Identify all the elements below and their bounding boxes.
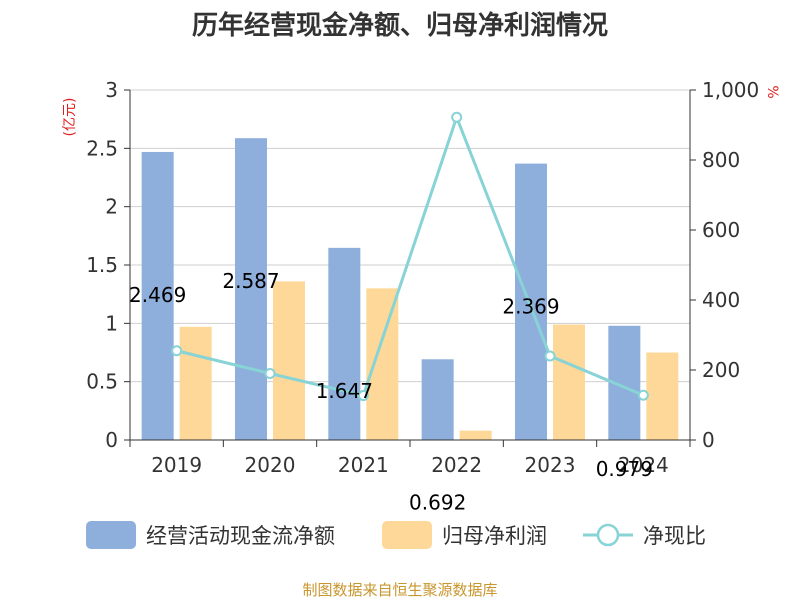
x-tick-label: 2024 <box>618 453 669 477</box>
right-axis-unit: % <box>764 85 780 98</box>
right-tick-label: 600 <box>702 218 740 242</box>
x-tick-label: 2019 <box>151 453 202 477</box>
bar-cashflow <box>421 359 454 440</box>
data-label: 1.647 <box>316 379 373 403</box>
data-label: 2.469 <box>129 283 186 307</box>
bar-net-profit <box>179 326 212 440</box>
left-tick-label: 1.5 <box>86 253 118 277</box>
right-tick-label: 200 <box>702 358 740 382</box>
source-note: 制图数据来自恒生聚源数据库 <box>302 581 497 599</box>
x-tick-label: 2023 <box>525 453 576 477</box>
bar-net-profit <box>273 281 305 440</box>
gridlines <box>130 89 690 441</box>
left-tick-label: 0.5 <box>86 370 118 394</box>
data-label: 0.692 <box>409 490 466 514</box>
left-tick-label: 0 <box>105 428 118 452</box>
line-point <box>544 350 556 362</box>
right-tick-label: 400 <box>702 288 740 312</box>
bar-cashflow <box>328 247 361 440</box>
legend-label-cashflow: 经营活动现金流净额 <box>146 524 335 548</box>
bar-cashflow <box>515 163 547 440</box>
bar-net-profit <box>459 430 492 440</box>
line-point <box>357 390 369 402</box>
x-tick-label: 2021 <box>338 453 389 477</box>
bar-net-profit <box>646 352 679 440</box>
bar-net-profit <box>553 324 585 440</box>
left-tick-label: 3 <box>105 78 118 102</box>
right-tick-label: 0 <box>702 428 715 452</box>
line-point <box>637 389 649 401</box>
legend-label-net-profit: 归母净利润 <box>442 524 547 548</box>
legend-label-ratio: 净现比 <box>643 524 706 548</box>
left-tick-label: 2 <box>105 195 118 219</box>
line-point <box>171 345 183 357</box>
x-tick-label: 2020 <box>245 453 296 477</box>
data-label: 2.587 <box>222 269 279 293</box>
legend: 经营活动现金流净额 归母净利润 净现比 <box>86 521 706 549</box>
data-labels: 2.469 2.587 1.647 0.692 2.369 0.979 <box>129 269 653 514</box>
line-point <box>264 368 276 379</box>
chart-title: 历年经营现金净额、归母净利润情况 <box>192 10 608 41</box>
legend-marker-ratio <box>596 523 620 547</box>
left-tick-label: 2.5 <box>86 136 118 160</box>
x-tick-label: 2022 <box>431 453 482 477</box>
bar-cashflow <box>141 151 174 440</box>
left-tick-label: 1 <box>105 311 118 335</box>
data-label: 0.979 <box>596 457 653 481</box>
bar-cashflow <box>235 138 267 440</box>
right-tick-label: 1,000 <box>702 78 759 102</box>
right-tick-label: 800 <box>702 148 740 172</box>
legend-swatch-cashflow <box>86 521 136 549</box>
left-axis-unit: (亿元) <box>62 98 78 137</box>
line-point <box>451 111 463 123</box>
data-label: 2.369 <box>502 295 559 319</box>
bar-net-profit <box>366 288 399 440</box>
axes: 0 0.5 1 1.5 2 2.5 3 0 200 400 600 800 1,000 2019 2020 2… <box>86 78 759 477</box>
line-series <box>171 111 649 402</box>
bar-series <box>141 138 679 440</box>
legend-swatch-net-profit <box>382 521 432 549</box>
line-ratio <box>176 112 644 398</box>
